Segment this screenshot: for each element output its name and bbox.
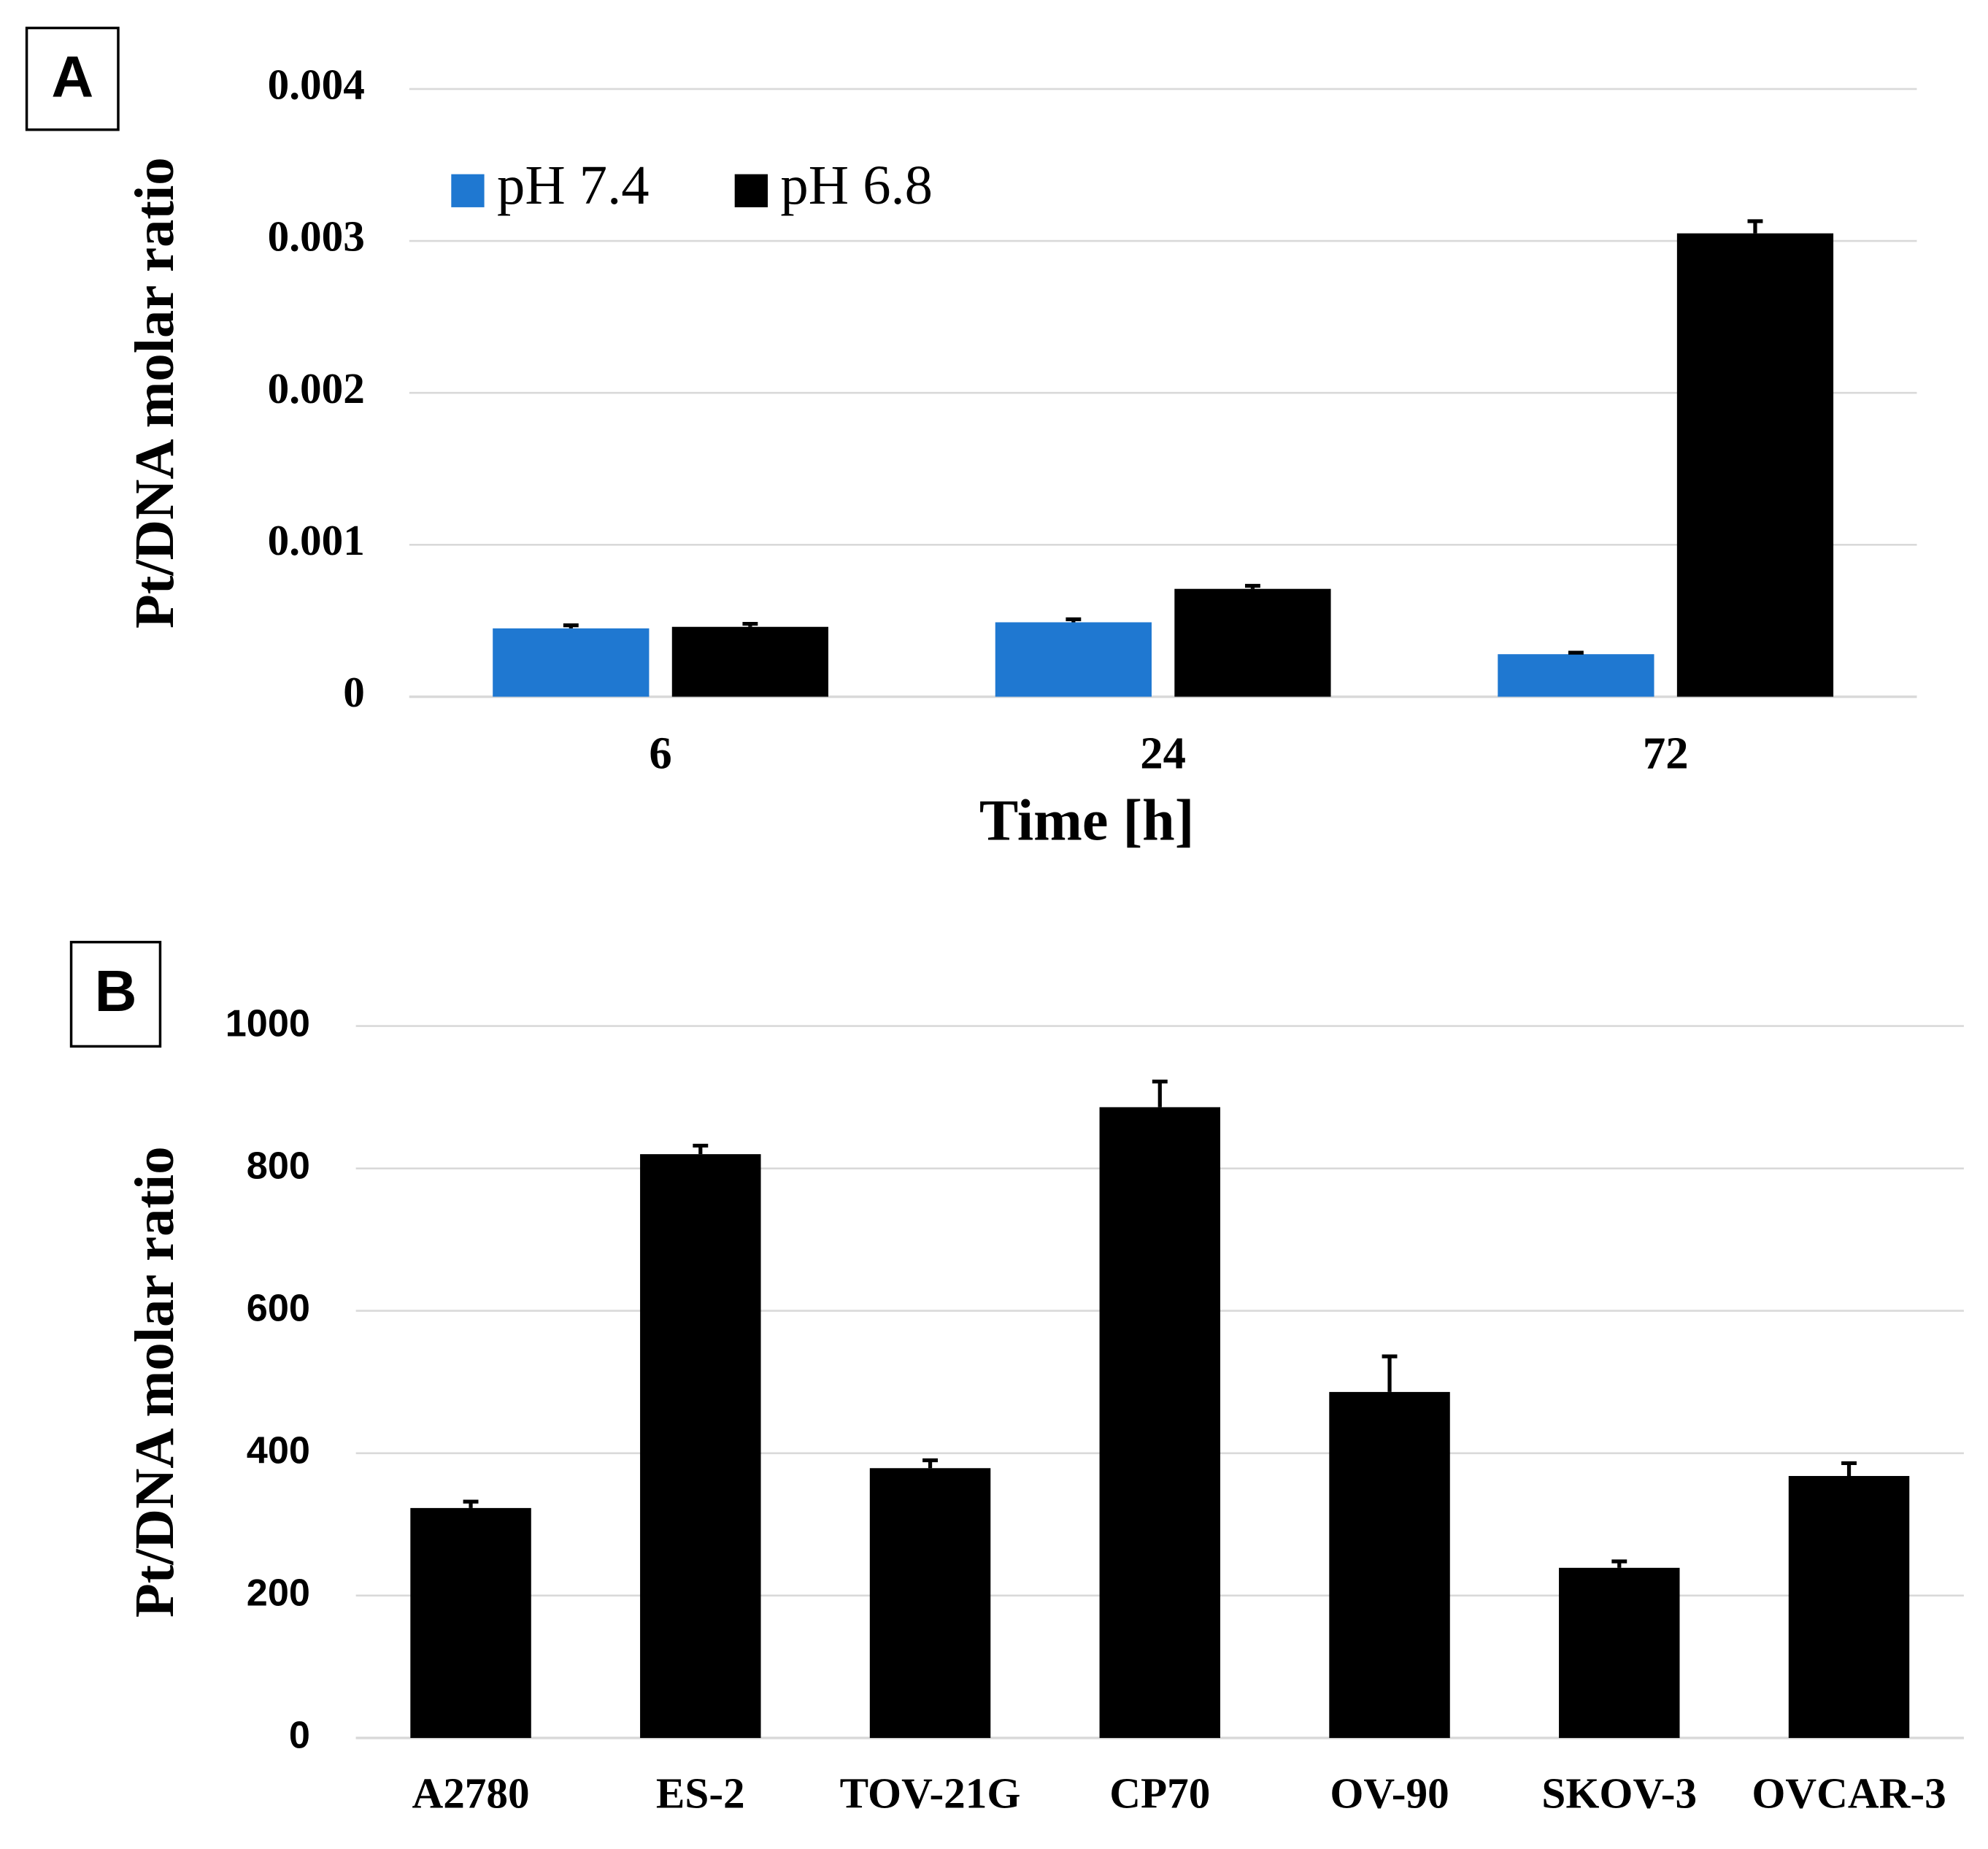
bar	[1498, 654, 1654, 697]
legend-label: pH 6.8	[780, 154, 933, 216]
y-tick-label: 400	[247, 1430, 310, 1472]
x-tick-label: OVCAR-3	[1752, 1769, 1946, 1817]
bar	[1174, 588, 1331, 697]
x-tick-label: SKOV-3	[1541, 1769, 1697, 1817]
x-tick-label: 6	[649, 727, 671, 778]
y-tick-label: 0	[343, 668, 365, 716]
y-tick-label: 200	[247, 1572, 310, 1615]
y-tick-label: 0.004	[268, 61, 365, 109]
x-axis-label: Time [h]	[979, 789, 1194, 853]
panel-box	[25, 26, 120, 131]
y-axis-label: Pt/DNA molar ratio	[123, 1146, 185, 1618]
y-axis-label: Pt/DNA molar ratio	[123, 157, 185, 628]
legend-swatch	[734, 174, 768, 207]
x-tick-label: 72	[1643, 727, 1689, 778]
x-tick-label: 24	[1140, 727, 1186, 778]
bar	[1676, 233, 1834, 697]
y-tick-label: 600	[247, 1288, 310, 1330]
bar	[640, 1154, 761, 1738]
y-tick-label: 0.002	[268, 364, 365, 412]
x-tick-label: A2780	[412, 1769, 529, 1817]
y-tick-label: 800	[247, 1145, 310, 1187]
x-tick-label: ES-2	[656, 1769, 745, 1817]
y-tick-label: 0	[289, 1715, 310, 1757]
panel-box	[69, 940, 162, 1048]
bar	[410, 1507, 531, 1738]
panel-label: B	[95, 958, 137, 1023]
panel-label: A	[51, 44, 93, 109]
x-tick-label: TOV-21G	[840, 1769, 1021, 1817]
legend-label: pH 7.4	[497, 154, 650, 216]
x-tick-label: OV-90	[1330, 1769, 1449, 1817]
y-tick-label: 0.003	[268, 212, 365, 261]
bar	[493, 628, 650, 697]
bar	[1099, 1107, 1221, 1738]
bar	[995, 622, 1152, 697]
bar	[1559, 1567, 1680, 1738]
x-tick-label: CP70	[1109, 1769, 1210, 1817]
bar	[1788, 1475, 1910, 1738]
y-tick-label: 1000	[226, 1002, 310, 1045]
bar	[869, 1468, 991, 1738]
bar	[1329, 1391, 1450, 1738]
y-tick-label: 0.001	[268, 516, 365, 564]
legend-swatch	[451, 174, 485, 207]
bar	[671, 626, 828, 697]
